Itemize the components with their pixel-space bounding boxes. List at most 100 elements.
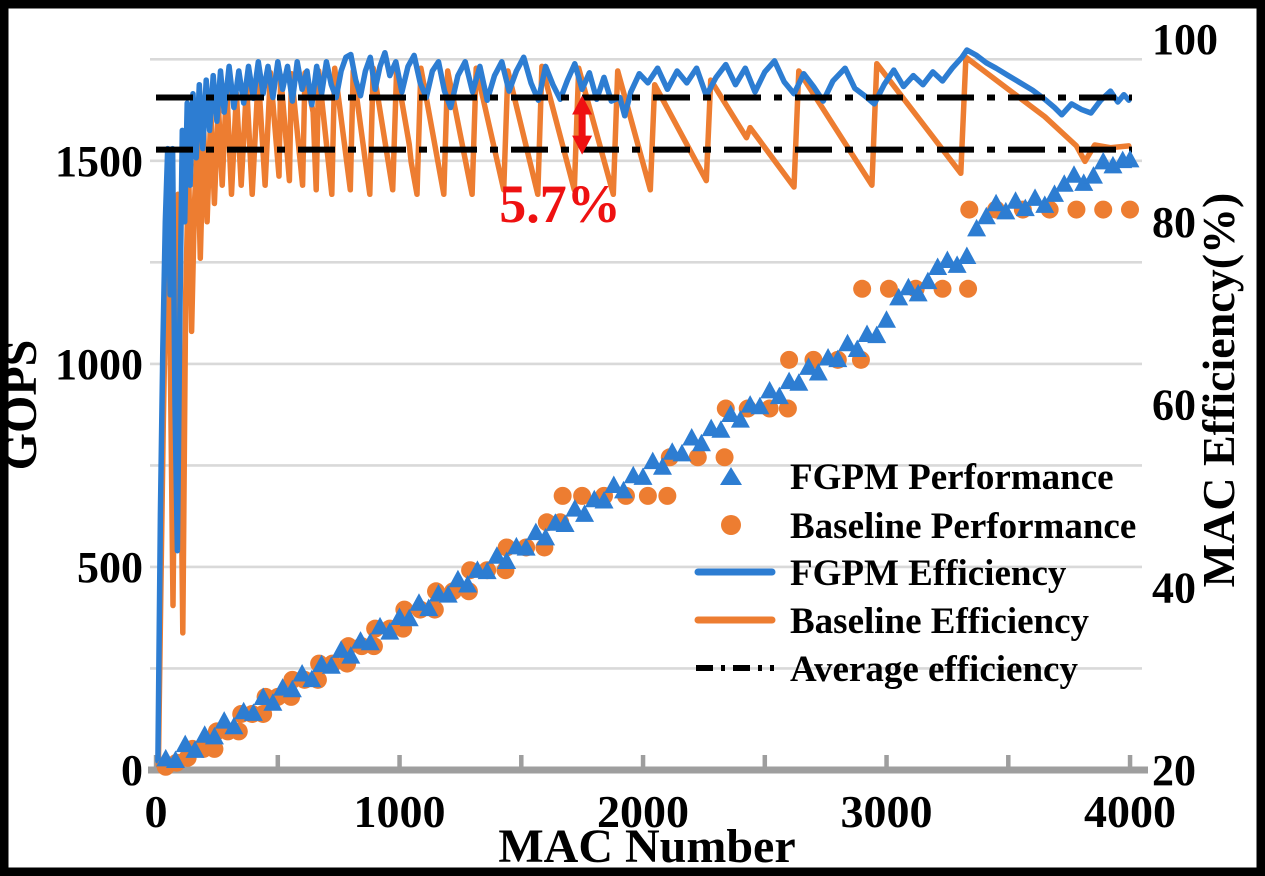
fgpm-performance-point [1054, 174, 1074, 192]
fgpm-performance-point [165, 750, 185, 768]
fgpm-performance-point [614, 480, 634, 499]
fgpm-performance-point [769, 386, 789, 405]
fgpm-performance-point [282, 679, 302, 698]
fgpm-performance-point [1074, 173, 1094, 191]
fgpm-performance-point [399, 608, 419, 627]
fgpm-performance-point [253, 687, 273, 706]
fgpm-performance-point [986, 193, 1006, 212]
fgpm-performance-point [957, 246, 977, 264]
fgpm-performance-point [633, 467, 653, 485]
fgpm-performance-point [1006, 191, 1026, 209]
baseline-performance-point [780, 350, 799, 369]
x-tick-label: 4000 [1084, 786, 1176, 837]
y-left-tick-label: 1000 [55, 340, 143, 389]
fgpm-performance-point [321, 656, 341, 674]
fgpm-performance-point [1093, 151, 1113, 170]
x-axis-tick [762, 755, 768, 767]
fgpm-performance-point [721, 404, 741, 422]
fgpm-performance-point [877, 310, 896, 328]
fgpm-performance-point [967, 218, 987, 237]
average-efficiency-lines [156, 94, 1132, 153]
baseline-performance-point [638, 486, 657, 505]
fgpm-performance-point [565, 499, 585, 517]
fgpm-performance-point [898, 277, 918, 296]
x-tick-label: 2000 [597, 786, 689, 837]
fgpm-performance-point [341, 646, 361, 664]
legend-label: Average efficiency [790, 649, 1078, 690]
y-left-tick-label: 500 [77, 543, 143, 592]
fgpm-performance-point [458, 575, 478, 593]
fgpm-performance-point [497, 551, 517, 569]
fgpm-performance-point [847, 339, 867, 357]
x-axis-tick [275, 755, 281, 767]
y-right-tick-label: 80 [1152, 198, 1196, 247]
fgpm-performance-point [175, 734, 195, 753]
fgpm-performance-point [604, 475, 624, 494]
fgpm-performance-point [996, 201, 1016, 220]
fgpm-performance-point [477, 561, 497, 580]
fgpm-performance-point [652, 457, 672, 475]
fgpm-performance-point [214, 711, 234, 729]
legend-label: Baseline Efficiency [790, 601, 1090, 642]
x-axis-tick [1127, 755, 1133, 767]
fgpm-performance-point [409, 593, 429, 611]
gap-annotation [572, 95, 593, 155]
x-axis-tick [640, 755, 646, 767]
fgpm-performance-point [691, 433, 711, 452]
y-right-axis-title: MAC Efficiency(%) [1193, 193, 1244, 588]
fgpm-performance-point [292, 663, 312, 682]
x-axis [148, 755, 1148, 774]
fgpm-performance-point [760, 380, 780, 399]
fgpm-performance-point [750, 396, 770, 415]
y-left-tick-label: 0 [121, 746, 143, 795]
x-axis-tick [1006, 755, 1011, 767]
x-axis-tick [884, 755, 889, 767]
fgpm-performance-point [828, 349, 848, 368]
x-axis-tick [519, 755, 524, 767]
fgpm-efficiency-line [155, 47, 1132, 764]
fgpm-performance-point [331, 640, 351, 658]
baseline-performance-point [1067, 200, 1086, 219]
fgpm-performance-point [224, 716, 244, 735]
fgpm-performance-point [419, 598, 439, 617]
baseline-performance-point [715, 448, 734, 467]
fgpm-performance-point [937, 250, 957, 269]
fgpm-performance-point [808, 363, 828, 381]
fgpm-performance-point [1035, 195, 1055, 213]
baseline-performance-point [1094, 200, 1113, 219]
fgpm-performance-point [1064, 165, 1084, 183]
x-axis-tick [397, 755, 402, 767]
fgpm-performance-point [672, 443, 692, 462]
fgpm-performance-point [928, 257, 948, 275]
fgpm-performance-point [1025, 188, 1045, 206]
baseline-performance-point [1121, 200, 1139, 219]
legend-label: FGPM Performance [790, 457, 1114, 498]
fgpm-performance-point [1083, 166, 1103, 184]
fgpm-performance-point [1015, 198, 1035, 217]
fgpm-performance-point [682, 428, 702, 446]
fgpm-performance-point [1120, 149, 1140, 168]
baseline-performance-point [658, 486, 677, 505]
fgpm-performance-point [243, 703, 263, 721]
legend: FGPM Performance Baseline Performance FGPM… [694, 457, 1136, 690]
fgpm-performance-point [360, 632, 380, 651]
gap-arrow-head-up [572, 95, 593, 115]
x-tick-label: 3000 [841, 786, 933, 837]
baseline-performance-point [853, 279, 872, 298]
fgpm-performance-point [263, 693, 283, 711]
fgpm-performance-point [789, 373, 809, 391]
y-right-tick-label: 20 [1152, 746, 1196, 795]
fgpm-performance-point [838, 333, 858, 352]
legend-label: FGPM Efficiency [790, 553, 1067, 594]
y-right-tick-label: 100 [1152, 15, 1218, 64]
y-right-tick-label: 40 [1152, 563, 1196, 612]
fgpm-performance-point [526, 522, 546, 541]
baseline-efficiency-line [155, 54, 1132, 769]
fgpm-performance-point [918, 271, 938, 290]
fgpm-performance-point [516, 538, 536, 556]
y-right-tick-label: 60 [1152, 381, 1196, 430]
fgpm-performance-point [185, 740, 205, 758]
fgpm-performance-point [555, 514, 575, 533]
fgpm-performance-markers [156, 149, 1140, 768]
